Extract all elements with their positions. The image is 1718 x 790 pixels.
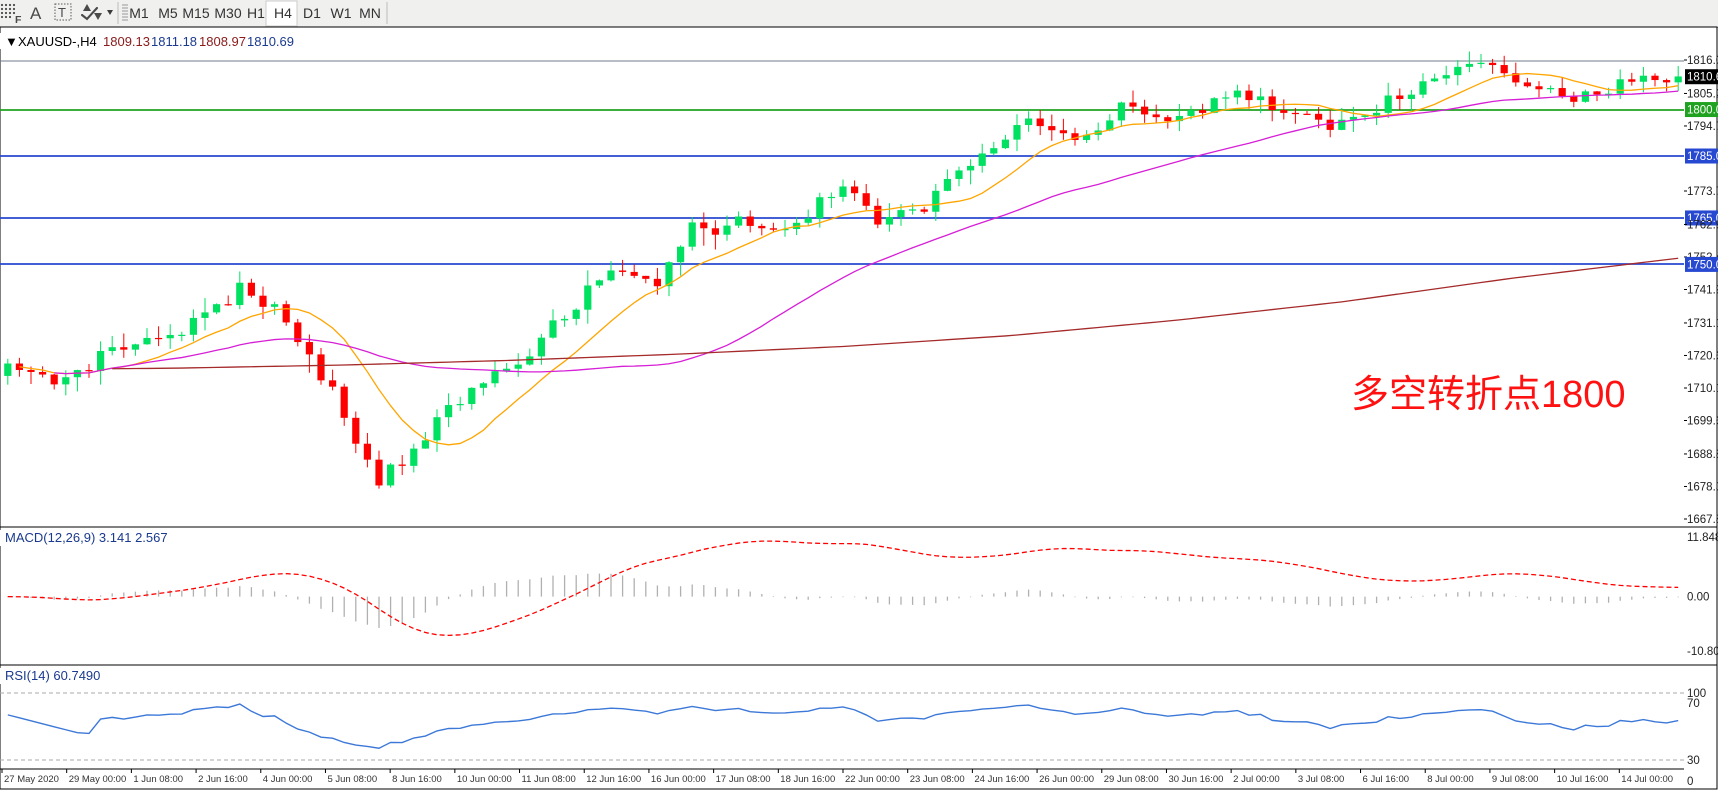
svg-text:MN: MN: [359, 5, 381, 21]
svg-text:M30: M30: [214, 5, 241, 21]
svg-text:XAUUSD-,H4: XAUUSD-,H4: [18, 34, 97, 49]
svg-text:30: 30: [1687, 755, 1700, 767]
svg-text:8 Jun 16:00: 8 Jun 16:00: [392, 774, 442, 785]
svg-text:1816.0: 1816.0: [1687, 55, 1718, 67]
svg-text:W1: W1: [331, 5, 352, 21]
svg-text:1678.3: 1678.3: [1687, 481, 1718, 493]
svg-text:M5: M5: [158, 5, 178, 21]
svg-text:1731.1: 1731.1: [1687, 318, 1718, 330]
svg-text:MACD(12,26,9) 3.141 2.567: MACD(12,26,9) 3.141 2.567: [5, 530, 168, 545]
svg-text:26 Jun 00:00: 26 Jun 00:00: [1039, 774, 1094, 785]
svg-text:1688.8: 1688.8: [1687, 449, 1718, 461]
svg-text:23 Jun 08:00: 23 Jun 08:00: [910, 774, 965, 785]
svg-text:H1: H1: [247, 5, 265, 21]
svg-text:29 Jun 08:00: 29 Jun 08:00: [1104, 774, 1159, 785]
svg-text:-10.808: -10.808: [1687, 646, 1718, 658]
svg-text:A: A: [30, 4, 42, 23]
svg-text:22 Jun 00:00: 22 Jun 00:00: [845, 774, 900, 785]
svg-text:2 Jul 00:00: 2 Jul 00:00: [1233, 774, 1279, 785]
svg-text:17 Jun 08:00: 17 Jun 08:00: [716, 774, 771, 785]
svg-text:M1: M1: [129, 5, 149, 21]
svg-text:1773.7: 1773.7: [1687, 186, 1718, 198]
svg-text:16 Jun 00:00: 16 Jun 00:00: [651, 774, 706, 785]
svg-text:10 Jul 16:00: 10 Jul 16:00: [1557, 774, 1609, 785]
svg-text:3 Jul 08:00: 3 Jul 08:00: [1298, 774, 1344, 785]
svg-text:5 Jun 08:00: 5 Jun 08:00: [327, 774, 377, 785]
svg-text:0.00: 0.00: [1687, 592, 1709, 604]
svg-text:F: F: [15, 14, 22, 26]
svg-text:1809.13: 1809.13: [103, 34, 150, 49]
svg-text:11.848: 11.848: [1687, 532, 1718, 544]
svg-text:24 Jun 16:00: 24 Jun 16:00: [974, 774, 1029, 785]
svg-text:D1: D1: [303, 5, 321, 21]
svg-text:T: T: [58, 5, 66, 20]
svg-text:12 Jun 16:00: 12 Jun 16:00: [586, 774, 641, 785]
svg-text:1741.9: 1741.9: [1687, 285, 1718, 297]
svg-text:1762.9: 1762.9: [1687, 219, 1718, 231]
svg-text:1785.0: 1785.0: [1687, 151, 1718, 163]
svg-text:8 Jul 00:00: 8 Jul 00:00: [1427, 774, 1473, 785]
svg-text:1 Jun 08:00: 1 Jun 08:00: [133, 774, 183, 785]
svg-text:2 Jun 16:00: 2 Jun 16:00: [198, 774, 248, 785]
svg-text:1810.6: 1810.6: [1687, 72, 1718, 84]
svg-text:▼: ▼: [5, 34, 18, 49]
svg-text:1720.6: 1720.6: [1687, 350, 1718, 362]
svg-text:11 Jun 08:00: 11 Jun 08:00: [522, 774, 576, 785]
svg-text:70: 70: [1687, 698, 1700, 710]
svg-text:0: 0: [1687, 776, 1693, 788]
svg-text:1800.0: 1800.0: [1687, 105, 1718, 117]
svg-text:29 May 00:00: 29 May 00:00: [69, 774, 127, 785]
svg-text:1667.8: 1667.8: [1687, 514, 1718, 526]
svg-text:9 Jul 08:00: 9 Jul 08:00: [1492, 774, 1538, 785]
svg-text:多空转折点1800: 多空转折点1800: [1351, 374, 1626, 416]
svg-text:14 Jul 00:00: 14 Jul 00:00: [1621, 774, 1673, 785]
svg-text:RSI(14) 60.7490: RSI(14) 60.7490: [5, 668, 100, 683]
svg-text:1699.6: 1699.6: [1687, 416, 1718, 428]
svg-text:1750.0: 1750.0: [1687, 259, 1718, 271]
svg-text:1810.69: 1810.69: [247, 34, 294, 49]
svg-text:27 May 2020: 27 May 2020: [4, 774, 59, 785]
svg-text:1765.0: 1765.0: [1687, 213, 1718, 225]
svg-text:H4: H4: [274, 5, 292, 21]
svg-text:1805.2: 1805.2: [1687, 88, 1718, 100]
svg-text:6 Jul 16:00: 6 Jul 16:00: [1363, 774, 1409, 785]
svg-text:10 Jun 00:00: 10 Jun 00:00: [457, 774, 512, 785]
svg-text:1808.97: 1808.97: [199, 34, 246, 49]
svg-text:1752.4: 1752.4: [1687, 252, 1718, 264]
svg-text:30 Jun 16:00: 30 Jun 16:00: [1168, 774, 1223, 785]
svg-text:1794.7: 1794.7: [1687, 121, 1718, 133]
svg-text:4 Jun 00:00: 4 Jun 00:00: [263, 774, 313, 785]
svg-text:1710.1: 1710.1: [1687, 383, 1718, 395]
svg-text:100: 100: [1687, 688, 1706, 700]
svg-text:18 Jun 16:00: 18 Jun 16:00: [780, 774, 835, 785]
svg-text:M15: M15: [182, 5, 209, 21]
svg-text:1811.18: 1811.18: [151, 34, 197, 49]
